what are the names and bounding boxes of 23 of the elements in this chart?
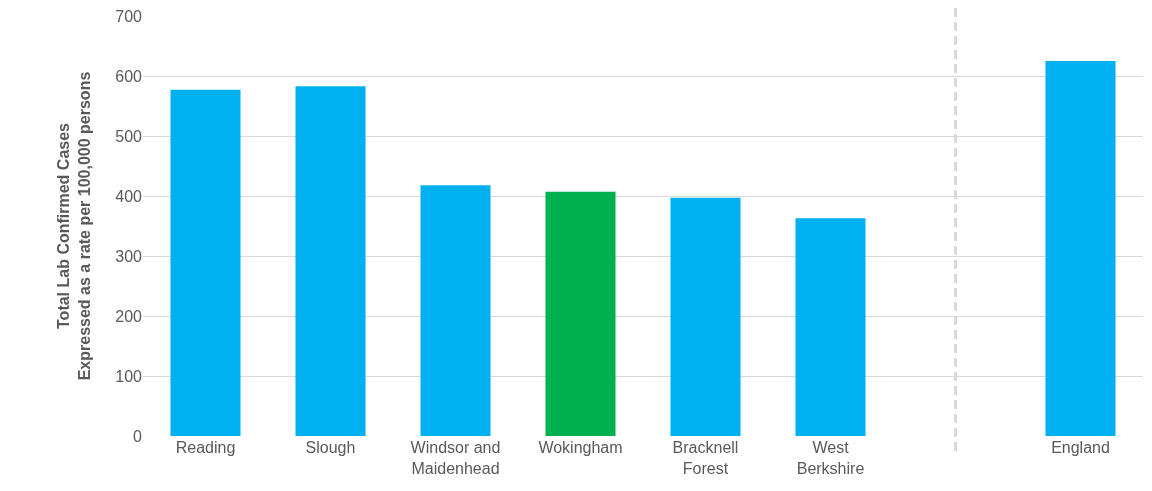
bar xyxy=(545,191,616,436)
y-tick-label: 400 xyxy=(115,187,143,205)
y-tick-label: 600 xyxy=(115,67,143,85)
x-tick-label: Bracknell Forest xyxy=(672,439,739,477)
x-tick-label: West Berkshire xyxy=(796,439,865,477)
bar xyxy=(1045,61,1116,436)
y-tick-label: 0 xyxy=(133,427,143,445)
x-tick-label: Windsor and Maidenhead xyxy=(410,439,501,477)
bar xyxy=(295,86,366,436)
bar xyxy=(170,89,241,436)
x-tick-label: Reading xyxy=(175,439,236,456)
bar xyxy=(670,197,741,436)
y-tick-label: 200 xyxy=(115,307,143,325)
y-tick-label: 700 xyxy=(115,7,143,25)
x-tick-label: Wokingham xyxy=(538,439,623,456)
bar xyxy=(795,218,866,436)
y-tick-label: 100 xyxy=(115,367,143,385)
bar xyxy=(420,185,491,436)
y-tick-label: 500 xyxy=(115,127,143,145)
y-axis-title: Total Lab Confirmed Cases Expressed as a rate per 100,000 persons xyxy=(55,71,94,381)
x-tick-label: Slough xyxy=(305,439,356,456)
x-tick-label: England xyxy=(1051,439,1110,456)
y-tick-label: 300 xyxy=(115,247,143,265)
